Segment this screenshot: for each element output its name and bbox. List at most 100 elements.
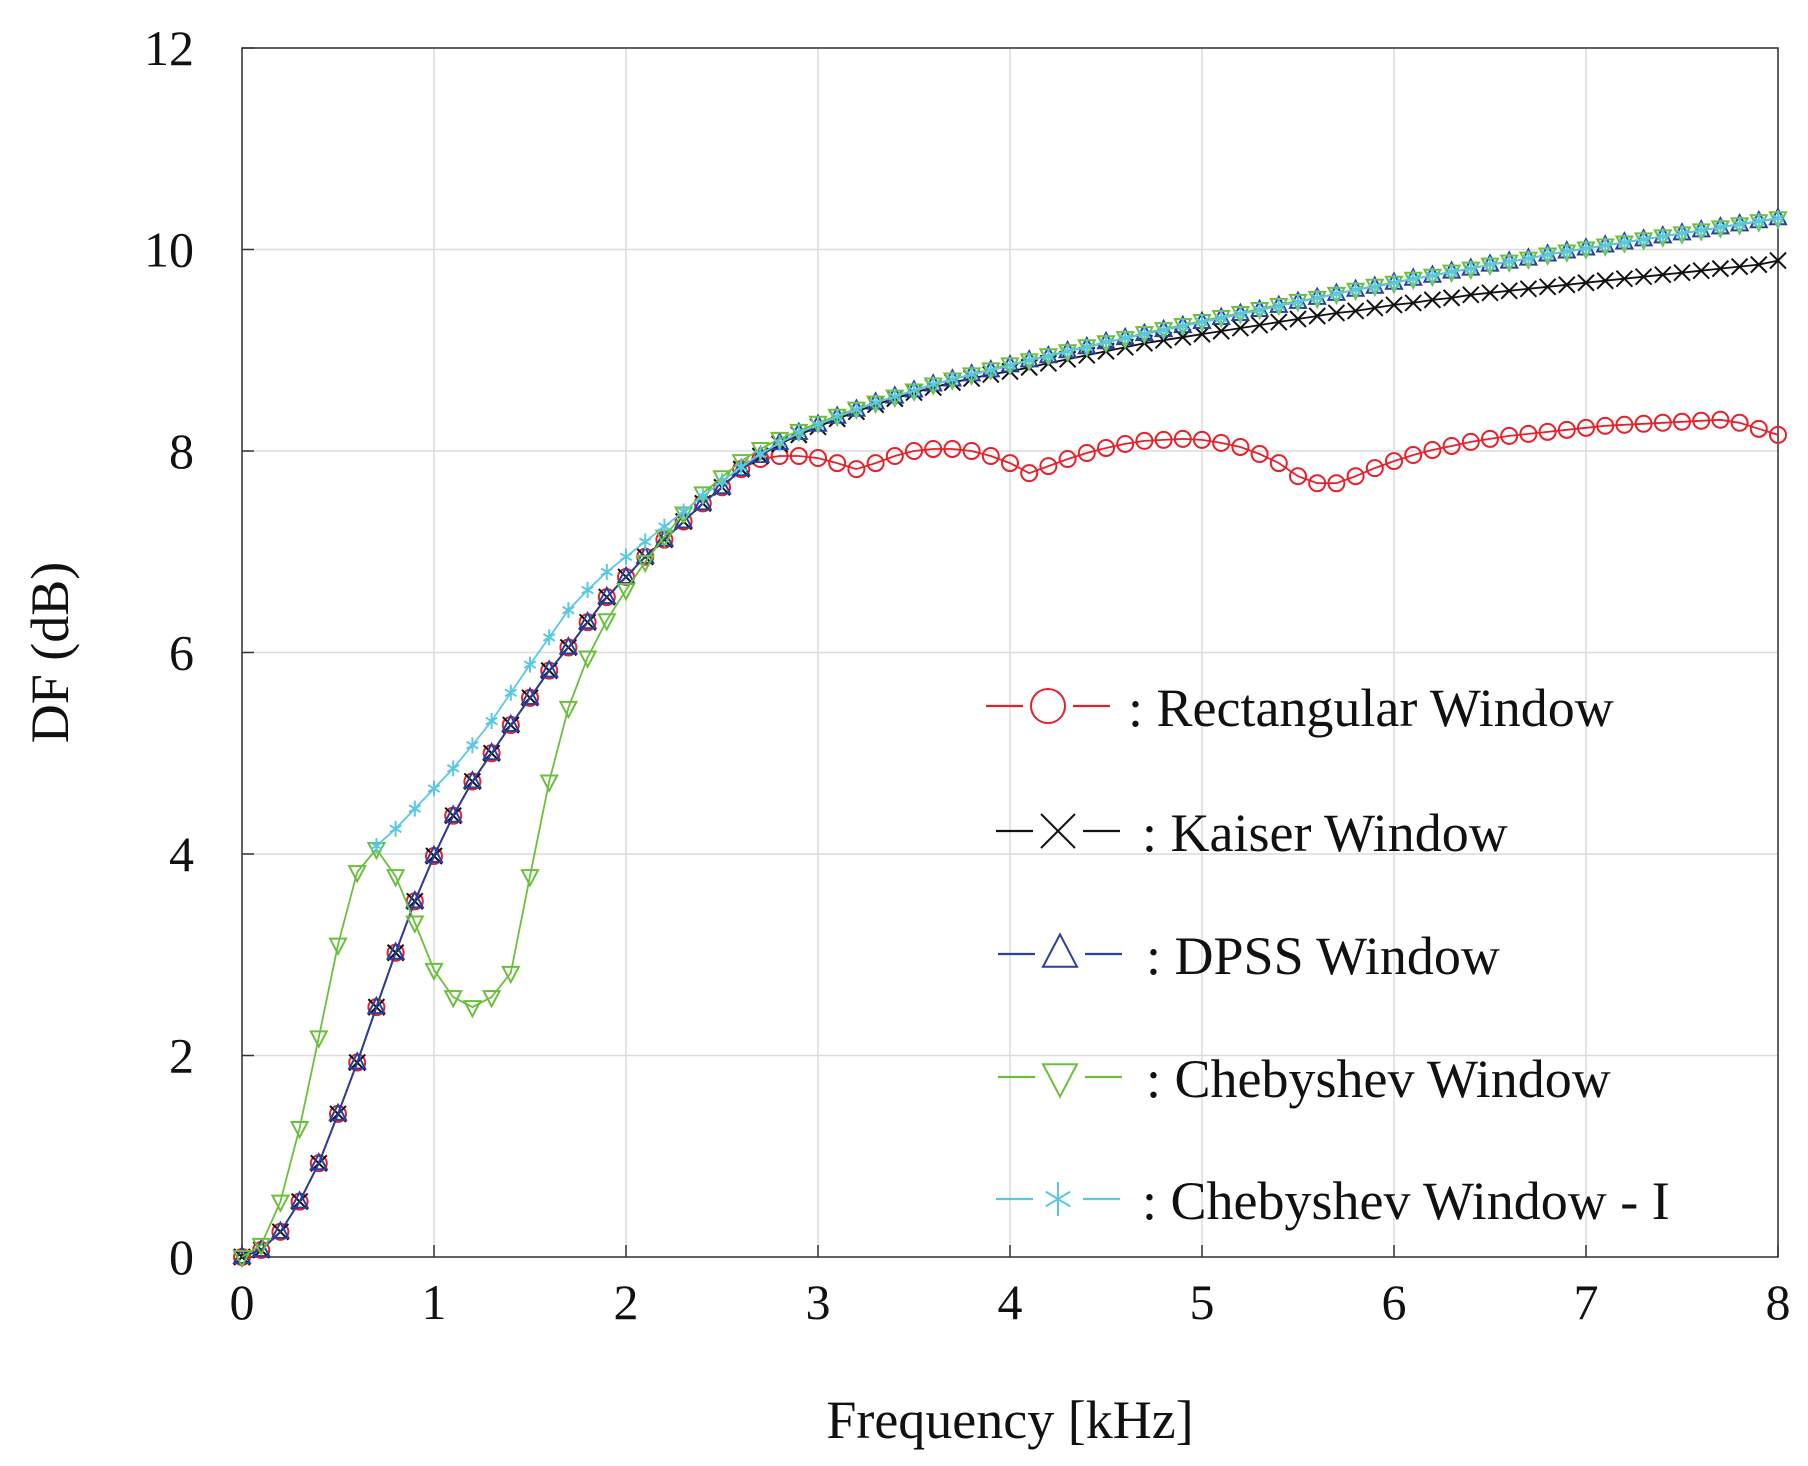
y-tick-label: 6: [169, 625, 194, 681]
data-point: [1272, 297, 1286, 314]
data-point: [542, 629, 556, 646]
data-point: [1039, 457, 1058, 476]
legend-label: : DPSS Window: [1146, 926, 1500, 986]
data-point: [1270, 313, 1288, 331]
data-point: [1423, 440, 1442, 459]
data-point: [677, 503, 690, 520]
data-point: [405, 915, 425, 934]
data-point: [251, 1237, 271, 1257]
data-point: [1349, 281, 1362, 298]
data-point: [1577, 418, 1595, 437]
data-point: [408, 800, 422, 817]
data-point: [1618, 234, 1631, 251]
data-point: [1656, 228, 1670, 245]
data-point: [1711, 410, 1730, 429]
data-point: [1654, 265, 1672, 284]
data-point: [1308, 474, 1327, 493]
data-point: [1560, 243, 1574, 260]
data-point: [869, 394, 882, 411]
data-point: [389, 820, 402, 837]
data-point: [462, 1000, 483, 1019]
data-point: [523, 656, 537, 673]
data-point: [658, 518, 671, 535]
data-point: [600, 563, 614, 580]
data-point: [1080, 339, 1094, 356]
data-point: [1214, 310, 1228, 327]
data-point: [1483, 256, 1497, 273]
data-point: [1212, 433, 1231, 452]
data-point: [581, 582, 594, 599]
x-tick-label: 0: [230, 1274, 255, 1330]
data-point: [1327, 304, 1346, 322]
data-point: [481, 990, 502, 1009]
x-tick-label: 5: [1190, 1274, 1215, 1330]
data-point: [1250, 445, 1269, 464]
data-point: [809, 449, 827, 468]
data-point: [1637, 231, 1650, 248]
data-point: [1730, 257, 1749, 276]
legend-label: : Kaiser Window: [1142, 803, 1508, 863]
data-point: [1445, 263, 1458, 280]
legend-item-rectangular-window: : Rectangular Window: [986, 678, 1614, 738]
data-point: [1730, 413, 1749, 432]
data-point: [1250, 316, 1269, 334]
y-axis-label: DF (dB): [20, 562, 80, 744]
data-point: [270, 1220, 291, 1239]
data-point: [1193, 430, 1211, 449]
data-point: [1461, 432, 1480, 451]
data-point: [750, 444, 771, 464]
data-point: [1771, 210, 1785, 227]
data-point: [1289, 310, 1307, 328]
data-point: [1157, 322, 1170, 339]
data-point: [577, 650, 598, 669]
data-point: [1135, 431, 1154, 450]
data-point: [1289, 467, 1307, 486]
data-point: [616, 565, 636, 584]
data-point: [1077, 444, 1096, 463]
data-point: [1596, 272, 1614, 290]
data-point: [1099, 334, 1113, 351]
data-point: [638, 533, 652, 550]
data-point: [1675, 225, 1689, 242]
data-point: [309, 1030, 329, 1049]
data-point: [1291, 293, 1305, 310]
data-point: [462, 770, 483, 789]
data-point: [693, 492, 713, 511]
data-point: [1711, 259, 1730, 278]
data-point: [501, 713, 521, 733]
series: [232, 206, 1788, 1269]
legend-label: : Chebyshev Window: [1146, 1049, 1611, 1109]
data-point: [946, 371, 959, 388]
data-point: [1519, 424, 1538, 443]
data-point: [635, 554, 655, 574]
data-point: [715, 473, 729, 490]
data-point: [558, 700, 579, 720]
data-point: [1310, 289, 1324, 306]
data-point: [366, 995, 387, 1015]
data-point: [1481, 429, 1499, 448]
data-point: [1692, 261, 1710, 280]
data-point: [309, 1151, 329, 1171]
data-point: [619, 548, 633, 565]
data-point: [773, 434, 786, 451]
data-point: [1042, 348, 1055, 365]
data-point: [731, 457, 751, 477]
y-tick-label: 12: [144, 20, 194, 76]
data-point: [1615, 415, 1634, 434]
data-point: [1673, 263, 1691, 282]
data-point: [828, 454, 847, 473]
data-point: [558, 636, 579, 655]
data-point: [539, 659, 559, 678]
legend-marker: [1045, 1182, 1071, 1216]
data-point: [427, 780, 441, 797]
data-point: [347, 1051, 367, 1070]
data-point: [1138, 326, 1151, 343]
data-point: [1423, 291, 1442, 309]
data-point: [1749, 419, 1768, 438]
data-point: [850, 401, 863, 418]
data-point: [1694, 222, 1708, 239]
data-point: [1538, 278, 1557, 296]
data-point: [1061, 343, 1074, 360]
data-point: [1308, 307, 1326, 325]
data-point: [1692, 411, 1711, 430]
